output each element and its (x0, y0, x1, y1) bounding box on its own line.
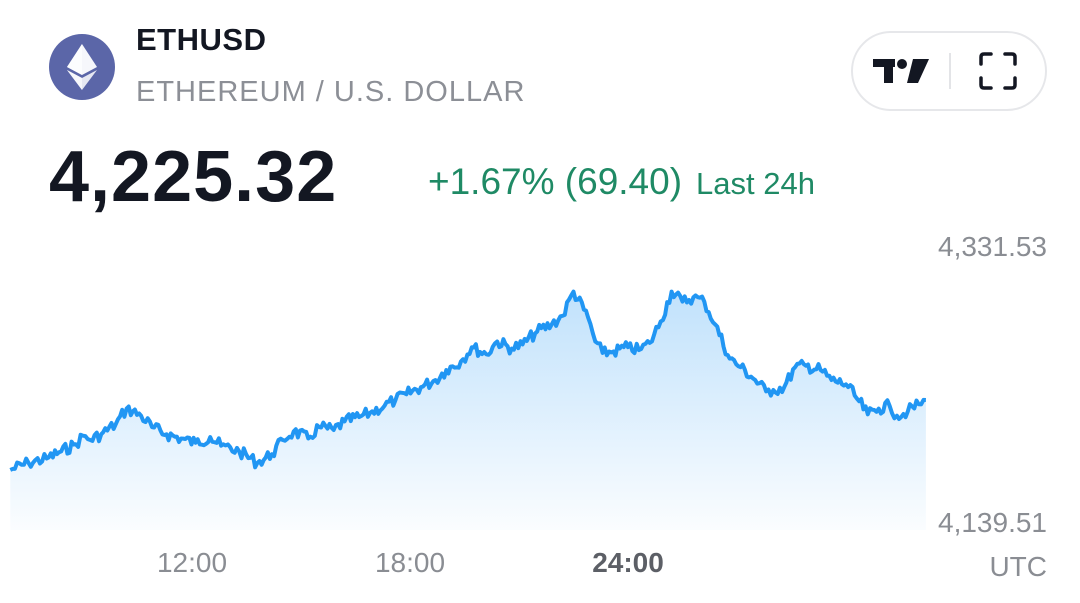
x-tick-12: 12:00 (157, 547, 227, 578)
x-tick-24: 24:00 (592, 547, 664, 578)
tradingview-button[interactable] (853, 33, 949, 109)
ethereum-logo (49, 34, 115, 100)
y-tick-min: 4,139.51 (938, 507, 1047, 538)
chart-toolbar (851, 31, 1047, 111)
y-tick-max: 4,331.53 (938, 231, 1047, 262)
price-change: +1.67% (69.40) Last 24h (428, 161, 815, 203)
toolbar-divider (949, 53, 951, 89)
ethereum-diamond-icon (67, 44, 97, 90)
tradingview-logo-icon (873, 59, 929, 83)
change-value: +1.67% (69.40) (428, 161, 683, 202)
pair-name: ETHEREUM / U.S. DOLLAR (136, 76, 526, 108)
x-tick-18: 18:00 (375, 547, 445, 578)
fullscreen-icon (979, 52, 1017, 90)
change-period: Last 24h (696, 166, 815, 201)
fullscreen-button[interactable] (951, 33, 1045, 109)
last-price: 4,225.32 (49, 137, 338, 217)
symbol-title: ETHUSD (136, 22, 267, 57)
x-axis-unit: UTC (989, 551, 1047, 582)
price-area-fill (10, 291, 926, 530)
price-line (9, 289, 926, 472)
